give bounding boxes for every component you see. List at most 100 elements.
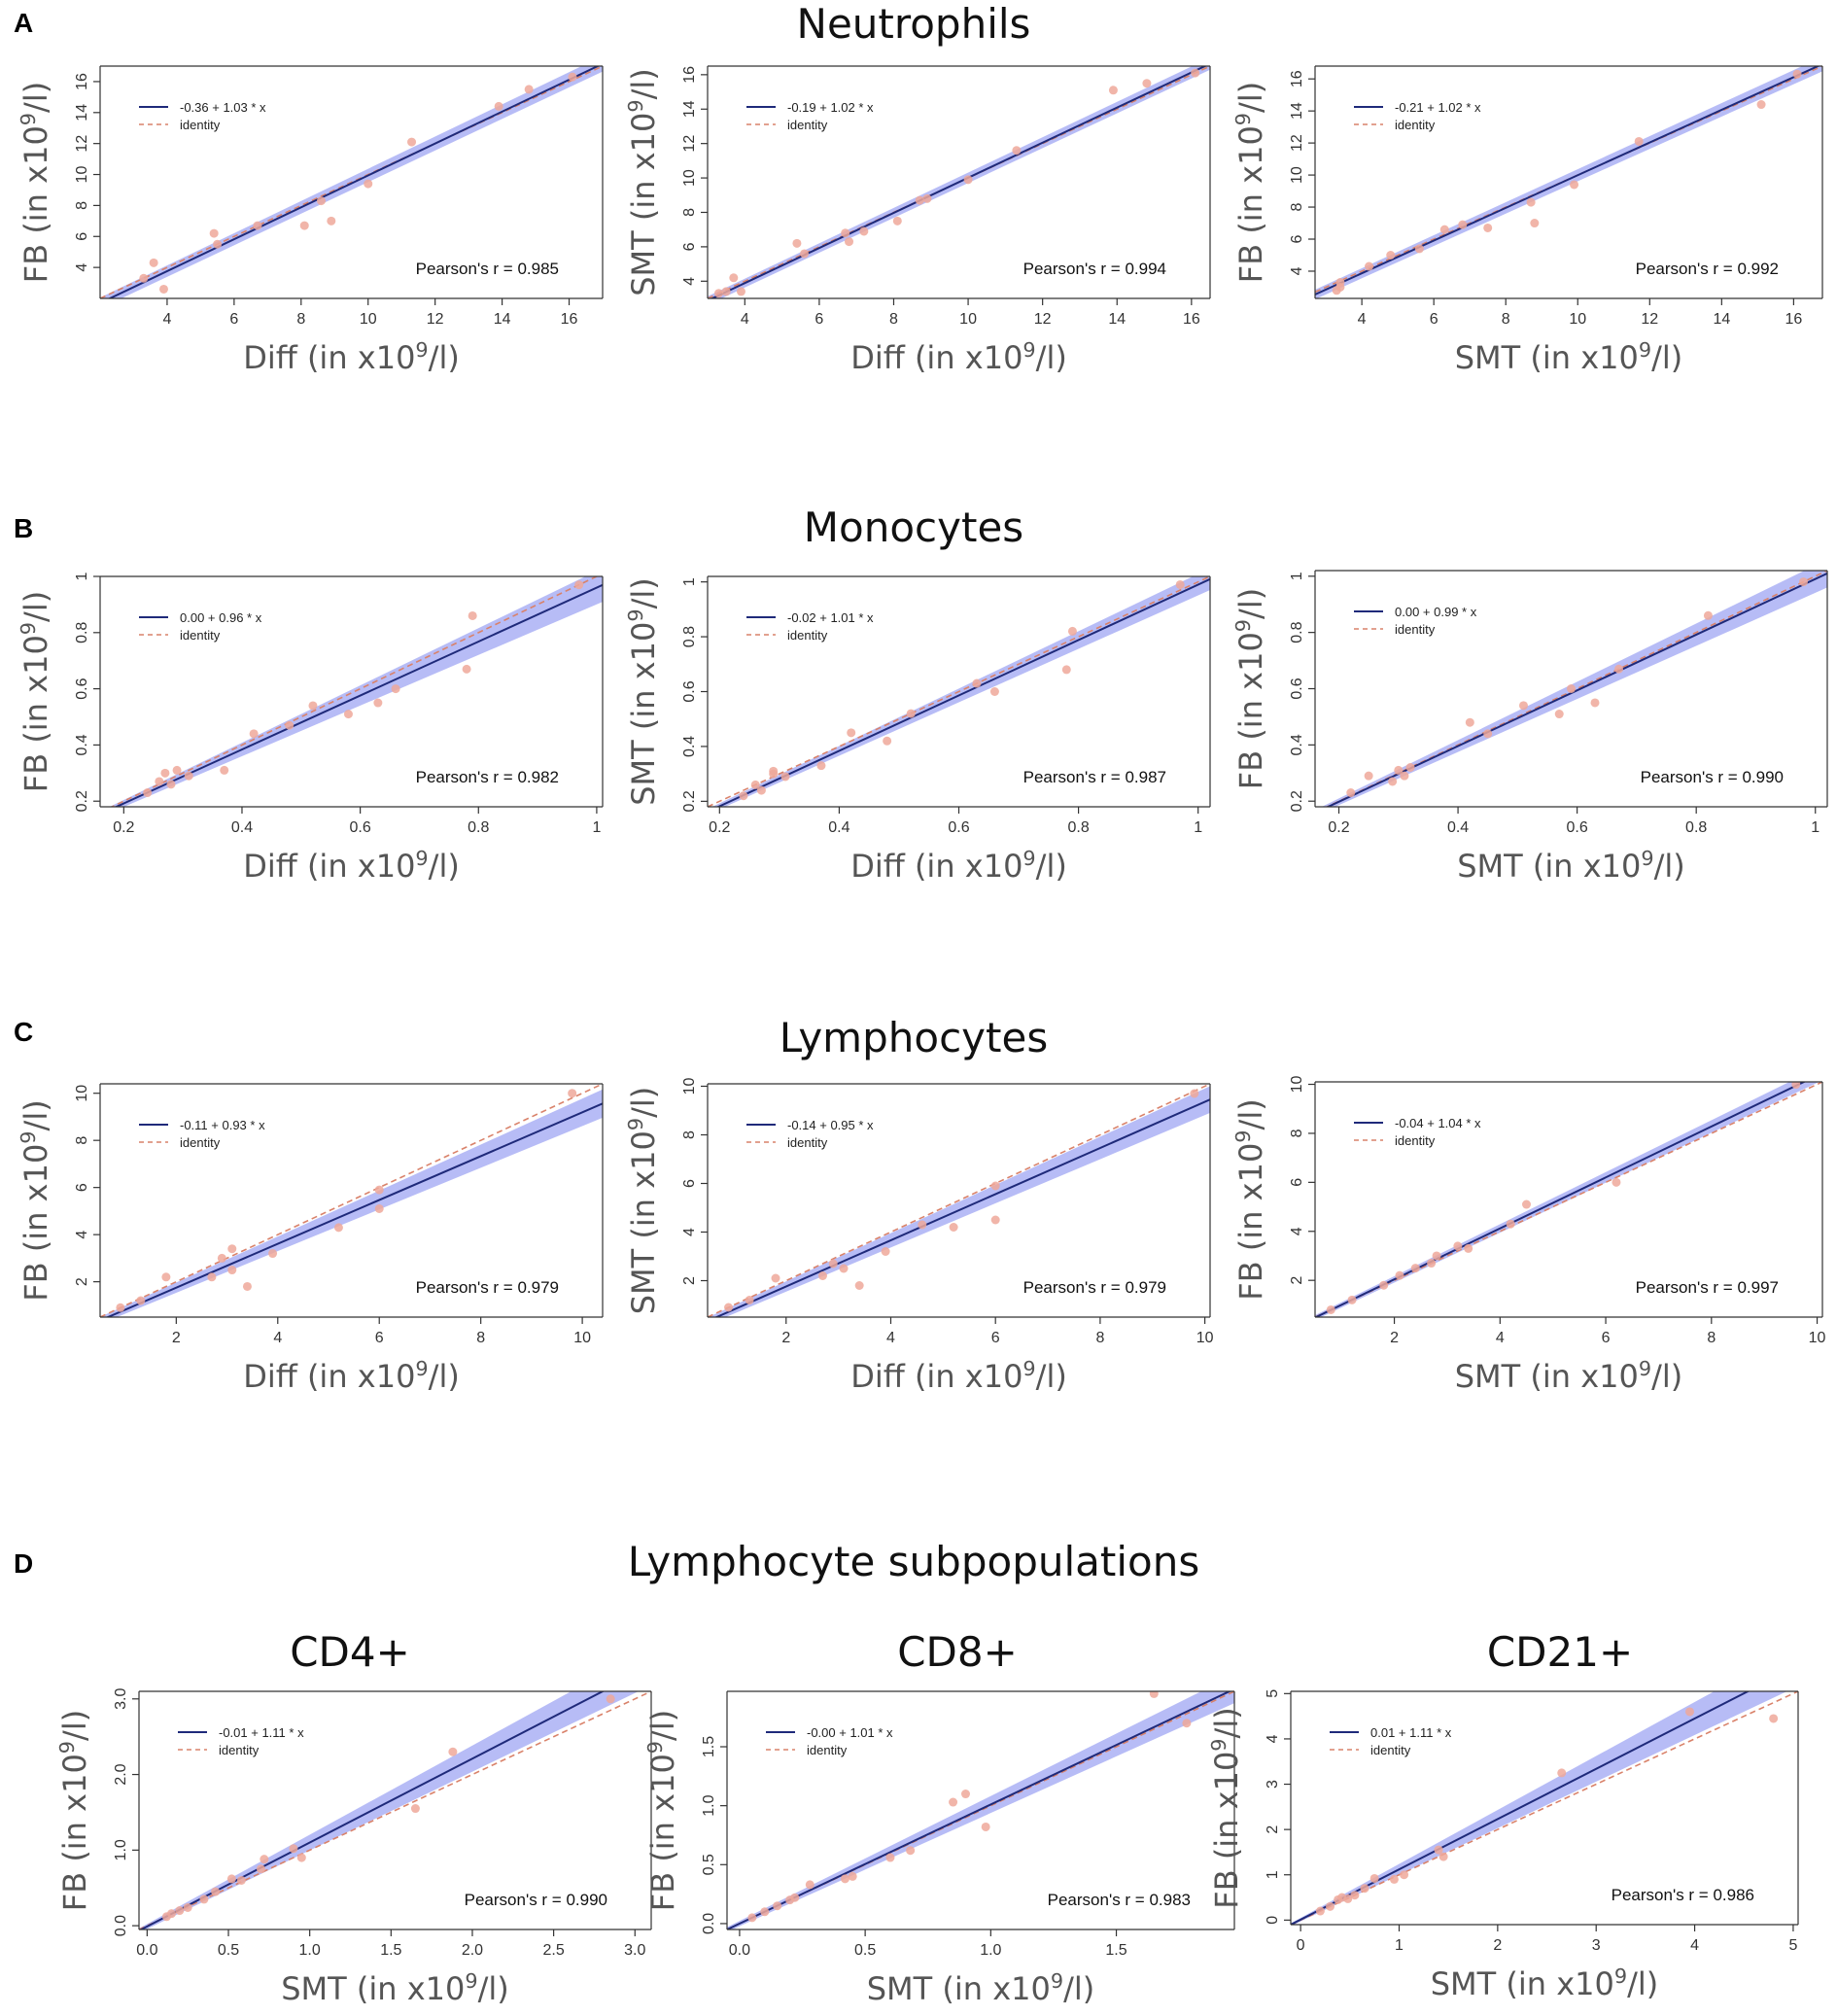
- x-tick-label: 8: [1095, 1330, 1104, 1346]
- x-tick-label: 1.5: [1105, 1942, 1126, 1959]
- data-point: [816, 761, 826, 771]
- y-tick-label: 0.4: [74, 734, 90, 755]
- x-tick-label: 12: [1641, 311, 1658, 328]
- data-point: [184, 771, 193, 781]
- x-tick-label: 6: [815, 311, 823, 328]
- data-point: [1365, 261, 1374, 271]
- regression-line: [710, 66, 1208, 298]
- data-point: [841, 228, 850, 238]
- data-point: [1614, 664, 1624, 674]
- identity-line: [139, 1691, 651, 1929]
- y-axis-title: FB (in x109/l): [55, 1710, 93, 1911]
- identity-line: [708, 1084, 1210, 1317]
- x-axis-title: SMT (in x109/l): [1455, 338, 1683, 376]
- data-point: [989, 687, 999, 696]
- data-point: [817, 1271, 827, 1280]
- data-point: [253, 221, 262, 230]
- data-point: [990, 1181, 1000, 1191]
- data-point: [227, 1244, 237, 1254]
- legend-identity-label: identity: [1395, 1133, 1436, 1148]
- x-tick-label: 10: [1809, 1330, 1826, 1346]
- data-point: [1379, 1280, 1389, 1290]
- data-point: [1389, 1874, 1399, 1884]
- x-tick-label: 4: [273, 1330, 282, 1346]
- data-point: [1703, 610, 1713, 620]
- y-tick-label: 0.8: [74, 622, 90, 643]
- data-point: [972, 678, 982, 688]
- chart-A1: 4 6 8 10 12 14 16 4 6 8 10 12 14 16 Diff (in x109/l) FB…: [17, 65, 604, 376]
- data-point: [1685, 1707, 1695, 1717]
- data-point: [769, 769, 779, 779]
- legend-fit-label: -0.11 + 0.93 * x: [180, 1118, 265, 1132]
- data-point: [981, 1822, 990, 1831]
- panel-letter-b: B: [14, 513, 34, 543]
- data-point: [211, 1887, 221, 1896]
- chart-B3: 0.2 0.4 0.6 0.8 1 0.2 0.4 0.6 0.8 1 SMT (in x109/l…: [1231, 570, 1828, 885]
- data-point: [1526, 197, 1536, 207]
- pearson-r-annotation: Pearson's r = 0.990: [465, 1891, 607, 1909]
- x-tick-label: 10: [959, 311, 977, 328]
- title-lymphocyte-subpopulations: Lymphocyte subpopulations: [627, 1538, 1200, 1585]
- data-point: [249, 729, 259, 739]
- legend-fit-label: -0.00 + 1.01 * x: [807, 1725, 893, 1740]
- x-tick-label: 4: [741, 311, 749, 328]
- data-point: [883, 736, 892, 746]
- data-point: [839, 1264, 849, 1273]
- y-tick-label: 16: [74, 73, 90, 90]
- confidence-band: [1315, 66, 1822, 298]
- x-tick-label: 10: [1196, 1330, 1214, 1346]
- data-point: [374, 1185, 384, 1195]
- data-point: [906, 709, 916, 718]
- x-tick-label: 3: [1592, 1937, 1601, 1954]
- data-point: [139, 273, 149, 283]
- y-tick-label: 0.2: [681, 790, 698, 812]
- data-point: [1410, 1264, 1420, 1273]
- data-point: [750, 780, 760, 789]
- x-tick-label: 4: [1496, 1330, 1505, 1346]
- data-point: [1108, 86, 1118, 95]
- data-point: [1458, 220, 1468, 229]
- y-axis-title: FB (in x109/l): [1231, 1098, 1269, 1300]
- subtitle-cd8: CD8+: [897, 1628, 1018, 1676]
- y-tick-label: 1: [1289, 572, 1305, 580]
- x-tick-label: 12: [427, 311, 444, 328]
- data-point: [1149, 1691, 1159, 1698]
- pearson-r-annotation: Pearson's r = 0.994: [1023, 260, 1166, 278]
- y-axis-title: FB (in x109/l): [643, 1710, 681, 1911]
- data-point: [568, 1089, 577, 1098]
- data-point: [760, 1907, 770, 1917]
- data-point: [990, 1215, 1000, 1225]
- x-tick-label: 0.8: [468, 819, 489, 836]
- identity-line: [1291, 1691, 1798, 1925]
- plot-area: [109, 576, 603, 807]
- subtitle-cd4: CD4+: [290, 1628, 410, 1676]
- data-point: [364, 179, 373, 189]
- chart-B2: 0.2 0.4 0.6 0.8 1 0.2 0.4 0.6 0.8 1 Diff (in x109/…: [624, 575, 1211, 885]
- y-tick-label: 2: [681, 1276, 698, 1285]
- data-point: [524, 85, 534, 94]
- y-axis-title: FB (in x109/l): [17, 591, 54, 792]
- x-tick-label: 1.0: [299, 1942, 321, 1959]
- x-tick-label: 2: [172, 1330, 181, 1346]
- y-tick-label: 0.2: [74, 790, 90, 812]
- data-point: [840, 1874, 849, 1884]
- y-tick-label: 2: [1289, 1276, 1305, 1285]
- data-point: [316, 196, 326, 206]
- x-tick-label: 8: [889, 311, 898, 328]
- pearson-r-annotation: Pearson's r = 0.986: [1612, 1886, 1754, 1904]
- y-tick-label: 6: [74, 232, 90, 241]
- data-point: [847, 728, 856, 738]
- y-tick-label: 6: [681, 242, 698, 251]
- x-tick-label: 6: [1430, 311, 1438, 328]
- data-point: [790, 1893, 800, 1902]
- data-point: [468, 610, 477, 620]
- data-point: [1395, 1270, 1404, 1280]
- panel-letter-c: C: [14, 1017, 34, 1047]
- legend-fit-label: -0.01 + 1.11 * x: [219, 1725, 304, 1740]
- data-point: [158, 284, 168, 294]
- data-point: [1364, 771, 1373, 781]
- y-tick-label: 14: [74, 104, 90, 122]
- y-tick-label: 16: [1289, 70, 1305, 87]
- data-point: [848, 1871, 857, 1881]
- panel-letter-d: D: [14, 1548, 34, 1579]
